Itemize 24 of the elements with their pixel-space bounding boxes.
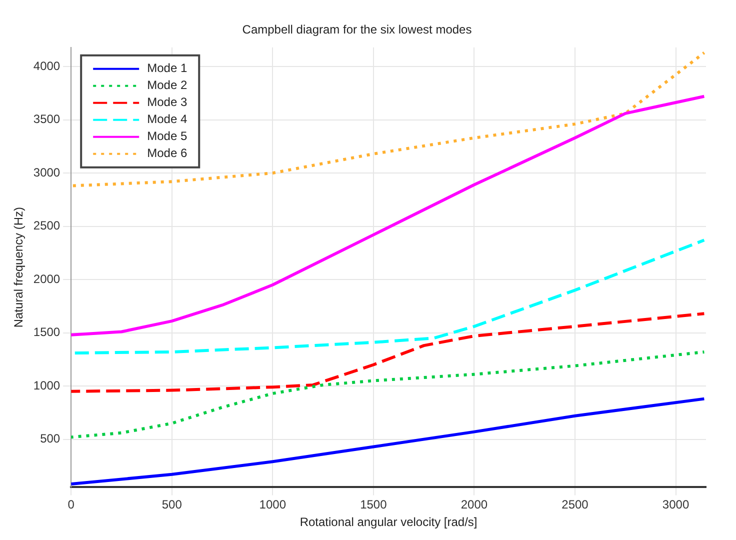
legend-label: Mode 6 [147, 146, 188, 160]
x-tick-label: 1000 [259, 498, 286, 512]
y-tick-label: 3000 [33, 165, 60, 180]
y-tick-label: 2500 [33, 218, 60, 233]
y-tick-label: 4000 [33, 58, 60, 73]
x-tick-label: 0 [68, 498, 75, 512]
legend-label: Mode 1 [147, 61, 188, 76]
y-axis-title: Natural frequency (Hz) [12, 206, 26, 328]
chart-title: Campbell diagram for the six lowest modes [242, 22, 472, 37]
x-axis-title: Rotational angular velocity [rad/s] [300, 515, 478, 530]
y-tick-label: 2000 [33, 272, 60, 286]
y-tick-label: 1500 [33, 325, 60, 340]
y-tick-label: 3500 [33, 112, 60, 126]
legend-label: Mode 2 [147, 78, 188, 92]
x-tick-label: 1500 [360, 498, 388, 512]
legend-label: Mode 5 [147, 129, 188, 144]
legend-label: Mode 4 [147, 112, 188, 126]
y-tick-label: 1000 [33, 378, 60, 392]
x-tick-label: 2500 [562, 498, 589, 512]
x-tick-label: 3000 [662, 498, 690, 512]
x-tick-label: 2000 [460, 498, 488, 512]
legend-label: Mode 3 [147, 95, 188, 110]
x-tick-label: 500 [162, 498, 182, 512]
y-tick-label: 500 [40, 432, 60, 446]
